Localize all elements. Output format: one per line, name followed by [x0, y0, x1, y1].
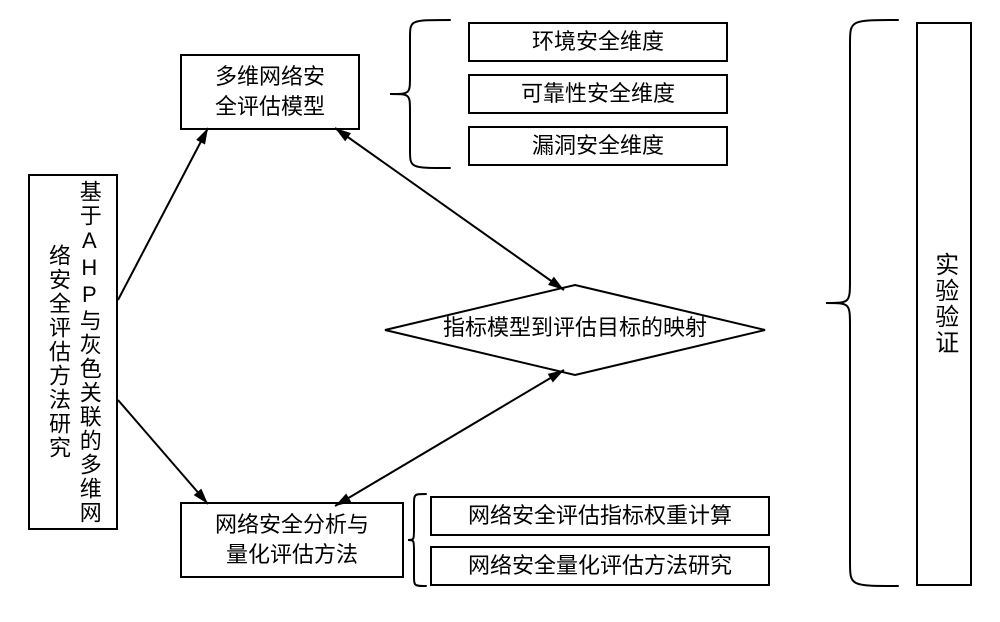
dim1-box: 环境安全维度 [468, 22, 728, 62]
arrow-line-3 [335, 370, 564, 506]
root-label: 基于AHP与灰色关联的多维网络安全评估方法研究 [42, 176, 104, 528]
brace-top [390, 20, 450, 168]
model-label: 多维网络安全评估模型 [215, 62, 325, 121]
verify-box: 实验验证 [916, 22, 972, 586]
dim2-label: 可靠性安全维度 [521, 79, 675, 109]
arrow-head-to-3 [548, 370, 564, 382]
mapping-label: 指标模型到评估目标的映射 [443, 315, 707, 340]
brace-right [826, 20, 898, 586]
dim1-label: 环境安全维度 [532, 27, 664, 57]
arrow-line-0 [118, 128, 208, 300]
arrow-line-1 [118, 400, 208, 504]
m1-box: 网络安全评估指标权重计算 [430, 496, 770, 536]
verify-label: 实验验证 [927, 252, 961, 356]
dim2-box: 可靠性安全维度 [468, 74, 728, 114]
arrow-head-to-0 [196, 128, 208, 144]
dim3-box: 漏洞安全维度 [468, 126, 728, 166]
dim3-label: 漏洞安全维度 [532, 131, 664, 161]
m1-label: 网络安全评估指标权重计算 [468, 501, 732, 531]
model-box: 多维网络安全评估模型 [180, 54, 360, 130]
method-box: 网络安全分析与量化评估方法 [180, 502, 404, 578]
m2-box: 网络安全量化评估方法研究 [430, 546, 770, 586]
m2-label: 网络安全量化评估方法研究 [468, 551, 732, 581]
root-box: 基于AHP与灰色关联的多维网络安全评估方法研究 [28, 174, 118, 530]
mapping-diamond [385, 285, 765, 375]
method-label: 网络安全分析与量化评估方法 [215, 510, 369, 569]
brace-bottom [408, 494, 426, 586]
arrow-head-to-2 [548, 277, 564, 290]
